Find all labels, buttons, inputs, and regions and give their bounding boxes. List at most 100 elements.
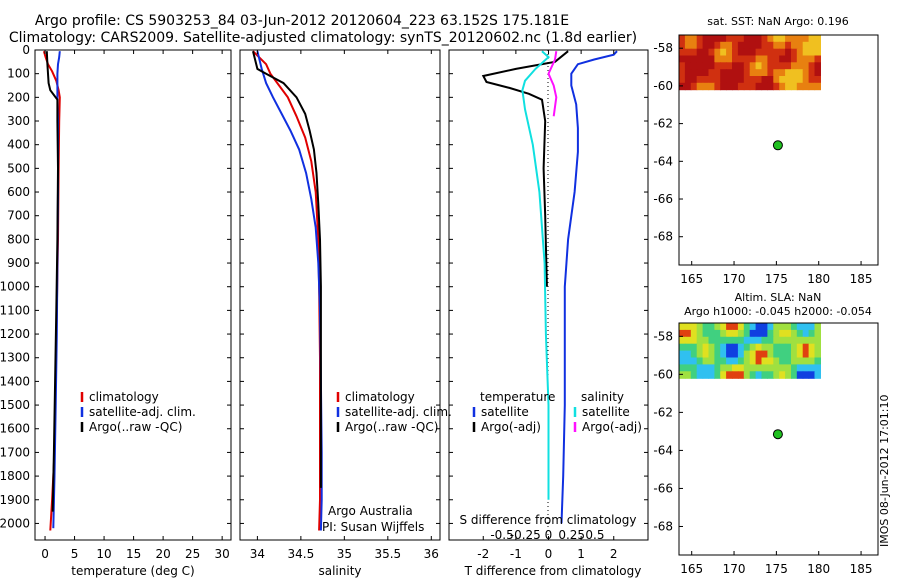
- heatmap-cell: [684, 329, 692, 338]
- lat-tick-label: -64: [653, 443, 673, 457]
- x-tick-label: 34.5: [288, 547, 315, 561]
- heatmap-cell: [737, 76, 745, 84]
- heatmap-cell: [708, 336, 715, 345]
- heatmap-cell: [814, 364, 821, 372]
- heatmap-cell: [743, 69, 751, 77]
- heatmap-cell: [767, 350, 774, 359]
- heatmap-cell: [708, 35, 715, 43]
- heatmap-cell: [796, 48, 804, 57]
- heatmap-cell: [690, 35, 698, 43]
- heatmap-cell: [749, 55, 757, 63]
- heatmap-cell: [690, 48, 698, 57]
- heatmap-cell: [802, 357, 810, 365]
- heatmap-cell: [737, 41, 745, 50]
- lon-tick-label: 175: [765, 562, 788, 576]
- heatmap-cell: [755, 323, 763, 331]
- heatmap-cell: [808, 336, 816, 345]
- heatmap-cell: [749, 41, 757, 50]
- imos-timestamp-label: IMOS 08-Jun-2012 17:01:10: [878, 394, 891, 547]
- heatmap-cell: [679, 336, 686, 345]
- heatmap-cell: [720, 82, 727, 91]
- heatmap-cell: [743, 371, 751, 379]
- heatmap-cell: [773, 41, 780, 50]
- heatmap-cell: [785, 329, 792, 338]
- heatmap-cell: [726, 55, 733, 63]
- heatmap-cell: [679, 41, 686, 50]
- heatmap-cell: [814, 336, 821, 345]
- heatmap-cell: [690, 329, 698, 338]
- heatmap-cell: [814, 55, 821, 63]
- heatmap-cell: [679, 76, 686, 84]
- heatmap-cell: [791, 343, 798, 352]
- heatmap-cell: [767, 336, 774, 345]
- series-line: [547, 51, 558, 117]
- heatmap-cell: [714, 55, 721, 63]
- x-tick-label: -2: [477, 547, 489, 561]
- heatmap-cell: [796, 41, 804, 50]
- heatmap-cell: [708, 82, 715, 91]
- heatmap-cell: [726, 350, 733, 359]
- heatmap-cell: [779, 329, 786, 338]
- heatmap-cell: [802, 323, 810, 331]
- heatmap-cell: [743, 350, 751, 359]
- heatmap-cell: [737, 343, 745, 352]
- heatmap-cell: [714, 357, 721, 365]
- legend-label: satellite: [481, 405, 529, 419]
- lat-tick-label: -66: [653, 481, 673, 495]
- heatmap-cell: [743, 82, 751, 91]
- lat-tick-label: -58: [653, 329, 673, 343]
- heatmap-cell: [726, 41, 733, 50]
- heatmap-cell: [773, 329, 780, 338]
- heatmap-cell: [773, 323, 780, 331]
- heatmap-cell: [779, 55, 786, 63]
- heatmap-cell: [743, 55, 751, 63]
- figure-title-line1: Argo profile: CS 5903253_84 03-Jun-2012 …: [35, 13, 569, 29]
- heatmap-cell: [696, 323, 704, 331]
- heatmap-cell: [767, 62, 774, 70]
- series-line: [481, 50, 569, 287]
- heatmap-cell: [737, 371, 745, 379]
- heatmap-cell: [726, 69, 733, 77]
- heatmap-cell: [796, 350, 804, 359]
- heatmap-cell: [802, 82, 810, 91]
- heatmap-cell: [684, 76, 692, 84]
- heatmap-cell: [767, 35, 774, 43]
- heatmap-cell: [808, 48, 816, 57]
- heatmap-cell: [679, 62, 686, 70]
- depth-tick-label: 800: [7, 232, 30, 246]
- heatmap-cell: [767, 329, 774, 338]
- heatmap-cell: [791, 41, 798, 50]
- heatmap-cell: [690, 41, 698, 50]
- sla-argo-location-marker: [772, 429, 783, 440]
- heatmap-cell: [779, 343, 786, 352]
- heatmap-cell: [791, 336, 798, 345]
- heatmap-cell: [779, 350, 786, 359]
- heatmap-cell: [791, 323, 798, 331]
- heatmap-cell: [785, 323, 792, 331]
- heatmap-cell: [702, 55, 710, 63]
- heatmap-cell: [749, 69, 757, 77]
- lon-tick-label: 180: [807, 272, 830, 286]
- lat-tick-label: -62: [653, 117, 673, 131]
- heatmap-cell: [767, 55, 774, 63]
- heatmap-cell: [779, 371, 786, 379]
- heatmap-cell: [749, 371, 757, 379]
- heatmap-cell: [702, 364, 710, 372]
- heatmap-cell: [767, 69, 774, 77]
- heatmap-cell: [796, 371, 804, 379]
- heatmap-cell: [684, 350, 692, 359]
- lon-tick-label: 175: [765, 272, 788, 286]
- heatmap-cell: [679, 82, 686, 91]
- lon-tick-label: 170: [723, 272, 746, 286]
- heatmap-cell: [720, 55, 727, 63]
- heatmap-cell: [796, 329, 804, 338]
- heatmap-cell: [732, 55, 739, 63]
- lon-tick-label: 165: [680, 272, 703, 286]
- heatmap-cell: [720, 343, 727, 352]
- heatmap-cell: [732, 41, 739, 50]
- heatmap-cell: [679, 364, 686, 372]
- heatmap-cell: [737, 329, 745, 338]
- legend-title-temperature: temperature: [480, 390, 555, 404]
- heatmap-cell: [749, 76, 757, 84]
- sla-map-subtitle: Argo h1000: -0.045 h2000: -0.054: [684, 305, 872, 318]
